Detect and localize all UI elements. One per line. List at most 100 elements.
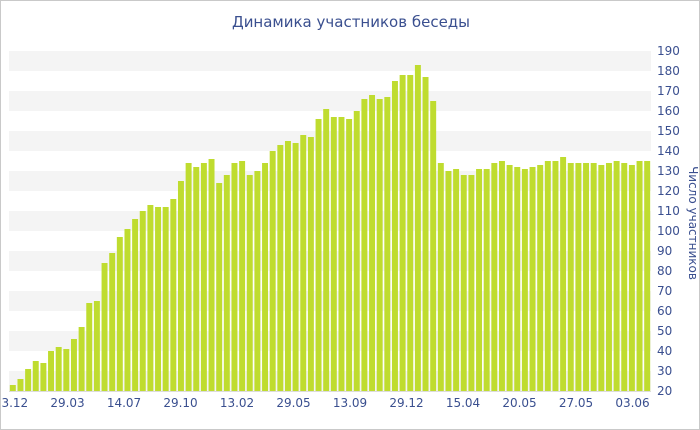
y-tick-label: 50 (657, 324, 672, 338)
bar (78, 327, 85, 391)
bar (544, 161, 551, 391)
x-tick-label: 27.05 (559, 396, 593, 410)
bar (437, 163, 444, 391)
bar (644, 161, 651, 391)
bar (552, 161, 559, 391)
x-tick-label: 13.12 (1, 396, 28, 410)
bar (17, 379, 24, 391)
y-tick-label: 140 (657, 144, 680, 158)
bar (246, 175, 253, 391)
bar (628, 165, 635, 391)
bar (560, 157, 567, 391)
bar (506, 165, 513, 391)
y-tick-label: 150 (657, 124, 680, 138)
bar (521, 169, 528, 391)
bar (231, 163, 238, 391)
x-tick-label: 29.05 (276, 396, 310, 410)
y-tick-label: 120 (657, 184, 680, 198)
y-tick-label: 190 (657, 44, 680, 58)
bar (621, 163, 628, 391)
chart-title: Динамика участников беседы (231, 13, 471, 31)
bar (63, 349, 70, 391)
bar (445, 171, 452, 391)
y-tick-label: 40 (657, 344, 672, 358)
bar (177, 181, 184, 391)
bar (32, 361, 39, 391)
bar (223, 175, 230, 391)
x-tick-label: 13.02 (220, 396, 254, 410)
y-tick-label: 160 (657, 104, 680, 118)
bar (93, 301, 100, 391)
bar (613, 161, 620, 391)
bar (284, 141, 291, 391)
bar (70, 339, 77, 391)
y-tick-label: 60 (657, 304, 672, 318)
bar (575, 163, 582, 391)
y-tick-label: 130 (657, 164, 680, 178)
y-tick-label: 30 (657, 364, 672, 378)
bar (391, 81, 398, 391)
y-tick-label: 80 (657, 264, 672, 278)
bar (430, 101, 437, 391)
bar (315, 119, 322, 391)
grid-band (9, 171, 651, 191)
bar (48, 351, 55, 391)
grid-band (9, 91, 651, 111)
bar (399, 75, 406, 391)
y-axis-label: Число участников (686, 166, 700, 280)
bar (414, 65, 421, 391)
bar (86, 303, 93, 391)
bar (300, 135, 307, 391)
bar (583, 163, 590, 391)
bar (346, 119, 353, 391)
bar (491, 163, 498, 391)
bar (292, 143, 299, 391)
bar (216, 183, 223, 391)
bar (101, 263, 108, 391)
x-tick-label: 29.03 (50, 396, 84, 410)
bar (590, 163, 597, 391)
bar (162, 207, 169, 391)
x-tick-label: 29.10 (163, 396, 197, 410)
bar (361, 99, 368, 391)
y-tick-label: 110 (657, 204, 680, 218)
grid-band (9, 131, 651, 151)
grid-band (9, 291, 651, 311)
bar (407, 75, 414, 391)
x-tick-label: 13.09 (333, 396, 367, 410)
y-tick-label: 180 (657, 64, 680, 78)
y-tick-label: 20 (657, 384, 672, 398)
bar (193, 167, 200, 391)
bar (254, 171, 261, 391)
bar (239, 161, 246, 391)
x-tick-label: 03.06 (615, 396, 649, 410)
bar (468, 175, 475, 391)
y-tick-label: 90 (657, 244, 672, 258)
bar (567, 163, 574, 391)
bar (170, 199, 177, 391)
bar (483, 169, 490, 391)
bar (514, 167, 521, 391)
bar (25, 369, 32, 391)
bar (605, 163, 612, 391)
bar (116, 237, 123, 391)
bar (139, 211, 146, 391)
x-tick-label: 29.12 (389, 396, 423, 410)
bar (353, 111, 360, 391)
bar (369, 95, 376, 391)
bar (200, 163, 207, 391)
bar (55, 347, 62, 391)
y-tick-label: 70 (657, 284, 672, 298)
grid-band (9, 51, 651, 71)
x-tick-label: 15.04 (446, 396, 480, 410)
bar (40, 363, 47, 391)
bar (376, 99, 383, 391)
bar (9, 385, 16, 391)
bar (208, 159, 215, 391)
bar (598, 165, 605, 391)
bar (498, 161, 505, 391)
grid-band (9, 371, 651, 391)
bar (529, 167, 536, 391)
